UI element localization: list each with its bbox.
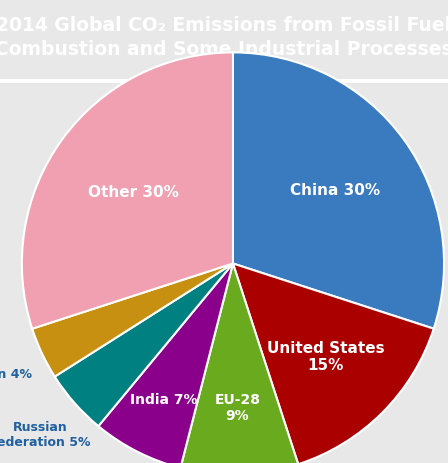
Text: United States
15%: United States 15%: [267, 340, 384, 372]
Text: China 30%: China 30%: [290, 182, 380, 197]
Text: Russian
Federation 5%: Russian Federation 5%: [0, 420, 90, 448]
Text: Japan 4%: Japan 4%: [0, 367, 32, 380]
Wedge shape: [99, 264, 233, 463]
Text: Other 30%: Other 30%: [88, 185, 179, 200]
Text: India 7%: India 7%: [130, 392, 198, 406]
Text: EU-28
9%: EU-28 9%: [215, 392, 260, 422]
Bar: [0, 80, 448, 83]
Text: 2014 Global CO₂ Emissions from Fossil Fuel
Combustion and Some Industrial Proces: 2014 Global CO₂ Emissions from Fossil Fu…: [0, 16, 448, 59]
Wedge shape: [22, 53, 233, 329]
Wedge shape: [181, 264, 298, 463]
Wedge shape: [233, 264, 434, 463]
Wedge shape: [233, 53, 444, 329]
Wedge shape: [55, 264, 233, 426]
Wedge shape: [32, 264, 233, 377]
